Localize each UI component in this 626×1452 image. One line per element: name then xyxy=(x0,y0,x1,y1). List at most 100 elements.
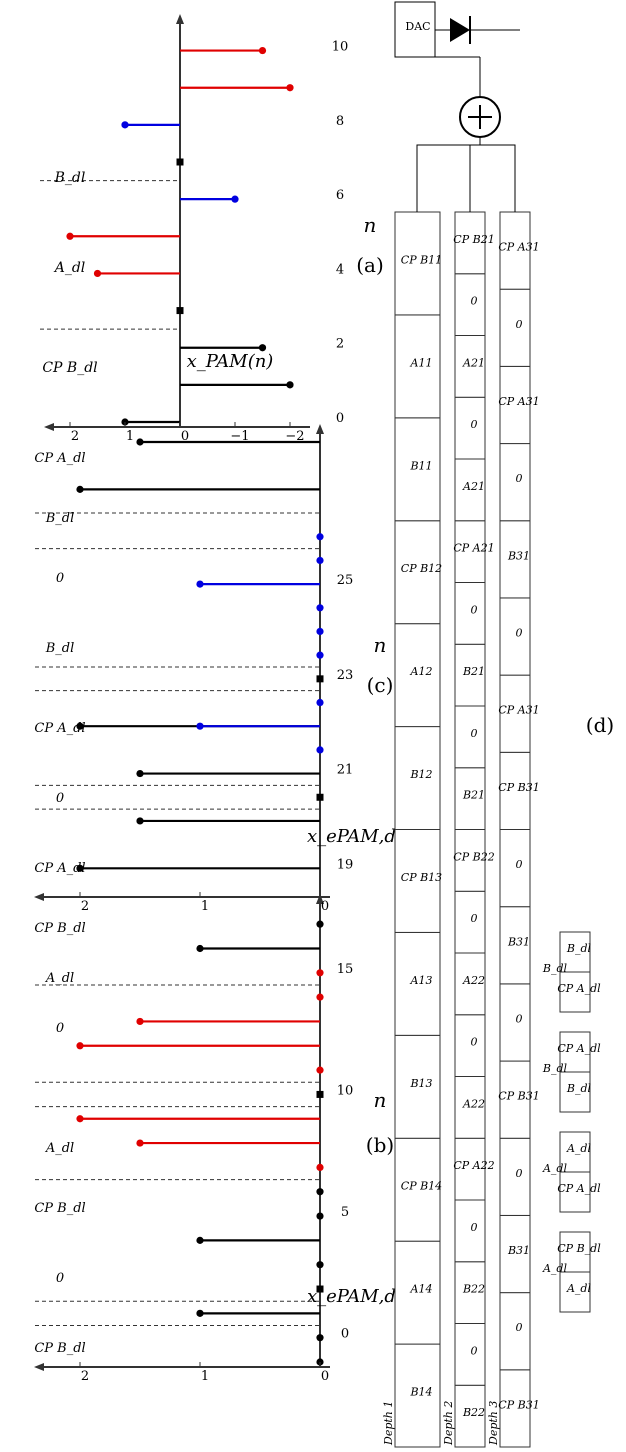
plot-c-zero-marker-1 xyxy=(316,675,324,683)
block-depth3-label-6: B31 xyxy=(507,935,530,948)
plot-b-point-0-2 xyxy=(196,1309,204,1317)
plot-a-xtick-label-1: 2 xyxy=(336,337,344,352)
plot-a-region-b: B_dl xyxy=(54,170,86,186)
block-depth1-label-2: CP B14 xyxy=(401,1180,442,1193)
plot-c-region-label-0: CP A_dl xyxy=(34,861,85,876)
block-depth3-label-4: CP B31 xyxy=(498,1090,539,1103)
plot-b-point-0-8 xyxy=(316,920,324,928)
plot-a-point-1-3 xyxy=(258,46,267,55)
legend-label-2-1: CP A_dl xyxy=(557,1042,601,1055)
dac-label: DAC xyxy=(405,20,430,33)
legend-title-1: A_dl xyxy=(542,1162,567,1175)
plot-c-region-label-5: B_dl xyxy=(45,511,75,526)
plot-c-point-1-8 xyxy=(316,533,324,541)
plot-b-zero-marker-0 xyxy=(316,1285,324,1293)
block-diagram-d: B14 A14 CP B14 B13 A13 CP B13 B12 A12 CP B12 B11 A… xyxy=(382,1,614,1448)
depth-label-2: Depth 3 xyxy=(487,1401,500,1446)
plot-b-point-1-2 xyxy=(76,1115,84,1123)
block-depth2-label-15: A21 xyxy=(462,480,485,493)
block-depth3-label-11: B31 xyxy=(507,549,530,562)
plot-b-x-arrow xyxy=(316,894,324,904)
plot-b-point-1-6 xyxy=(316,993,324,1001)
block-depth2-label-5: A22 xyxy=(462,1097,485,1110)
plot-b-region-label-3: A_dl xyxy=(45,1141,74,1156)
plot-a-ytick-label-4: −2 xyxy=(285,429,304,444)
depth-label-0: Depth 1 xyxy=(382,1401,395,1446)
plot-c-point-0-2 xyxy=(136,769,144,778)
diagram-caption: (d) xyxy=(586,713,614,737)
block-depth3-label-13: CP A31 xyxy=(498,395,539,408)
plot-c-point-0-1 xyxy=(136,817,144,825)
plot-c-point-1-1 xyxy=(196,722,204,730)
plot-b-point-1-1 xyxy=(136,1139,144,1147)
plot-c-point-1-6 xyxy=(196,580,204,588)
plot-a-caption: (a) xyxy=(356,253,384,277)
plot-c-region-label-4: 0 xyxy=(56,571,64,586)
block-depth2-label-14: CP A21 xyxy=(453,542,494,555)
plot-a-ytick-label-1: 1 xyxy=(126,429,134,444)
plot-c-region-label-3: B_dl xyxy=(45,641,75,656)
block-depth1-label-10: A11 xyxy=(410,356,433,369)
plot-a-point-2-1 xyxy=(121,121,129,129)
plot-b-region-label-1: 0 xyxy=(56,1271,64,1286)
block-depth2-label-12: B21 xyxy=(462,665,485,678)
block-depth2-label-2: B22 xyxy=(462,1283,485,1296)
block-depth3-label-3: 0 xyxy=(516,1167,523,1180)
legend-title-3: B_dl xyxy=(542,962,568,975)
plot-a-ytick-label-0: 2 xyxy=(71,429,79,444)
block-depth3-label-5: 0 xyxy=(516,1012,523,1025)
plot-b-region-label-6: CP B_dl xyxy=(34,921,85,936)
block-depth1-label-4: A13 xyxy=(410,974,433,987)
block-depth2-label-18: 0 xyxy=(471,295,478,308)
plot-a-xtick-label-5: 10 xyxy=(332,40,349,55)
plot-b-y-arrow xyxy=(34,1363,44,1371)
block-depth3-label-0: CP B31 xyxy=(498,1398,539,1411)
plot-a-point-2-0 xyxy=(231,195,239,203)
block-depth3-label-7: 0 xyxy=(516,858,523,871)
plot-c-point-1-7 xyxy=(316,556,324,565)
plot-c-region-label-2: CP A_dl xyxy=(34,721,85,736)
plot-b-xtick-label-3: 15 xyxy=(337,962,354,977)
plot-c-point-0-5 xyxy=(136,438,144,446)
plot-c-x-arrow xyxy=(316,424,324,434)
legend-label-0-0: A_dl xyxy=(566,1282,591,1295)
plot-c-point-1-0 xyxy=(316,746,324,754)
plot-b-point-0-4 xyxy=(196,1236,204,1244)
legend-label-3-0: CP A_dl xyxy=(557,982,601,995)
block-depth2-label-19: CP B21 xyxy=(453,233,494,246)
legend-block-2-1 xyxy=(559,1031,591,1073)
plot-a-ytick-label-2: 0 xyxy=(181,429,189,444)
block-depth3-label-15: CP A31 xyxy=(498,241,539,254)
block-depth2-label-3: 0 xyxy=(471,1221,478,1234)
block-depth2-label-17: A21 xyxy=(462,356,485,369)
plot-a-ylabel: x_PAM(n) xyxy=(187,351,274,372)
block-depth3-label-8: CP B31 xyxy=(498,781,539,794)
plot-a-xtick-label-2: 4 xyxy=(336,262,344,277)
plot-a-xtick-label-0: 0 xyxy=(336,411,344,426)
legend-title-0: A_dl xyxy=(542,1262,567,1275)
block-depth2-label-6: 0 xyxy=(471,1036,478,1049)
plot-a-xtick-label-4: 8 xyxy=(336,114,344,129)
plot-b-point-1-3 xyxy=(316,1066,324,1074)
plot-b-xtick-label-2: 10 xyxy=(337,1083,354,1098)
plot-a-x-arrow xyxy=(176,14,184,24)
conn-depth3 xyxy=(479,138,516,212)
block-depth2-label-4: CP A22 xyxy=(453,1159,494,1172)
block-depth1-label-7: A12 xyxy=(410,665,433,678)
block-depth1-label-6: B12 xyxy=(409,768,432,781)
block-depth3-label-9: CP A31 xyxy=(498,704,539,717)
legend-label-1-0: CP A_dl xyxy=(557,1182,601,1195)
plot-a-ytick-label-3: −1 xyxy=(230,429,249,444)
plot-a-xtick-label-3: 6 xyxy=(336,188,344,203)
plot-c-xtick-label-0: 19 xyxy=(337,857,354,872)
block-depth1-label-9: B11 xyxy=(409,459,432,472)
block-depth1-label-0: B14 xyxy=(409,1386,432,1399)
plot-c-ytick-label-0: 2 xyxy=(81,899,89,914)
plot-a-point-1-1 xyxy=(66,232,74,240)
depth-label-1: Depth 2 xyxy=(442,1401,455,1446)
block-depth2-label-13: 0 xyxy=(471,603,478,616)
plot-b-caption: (b) xyxy=(366,1133,394,1157)
